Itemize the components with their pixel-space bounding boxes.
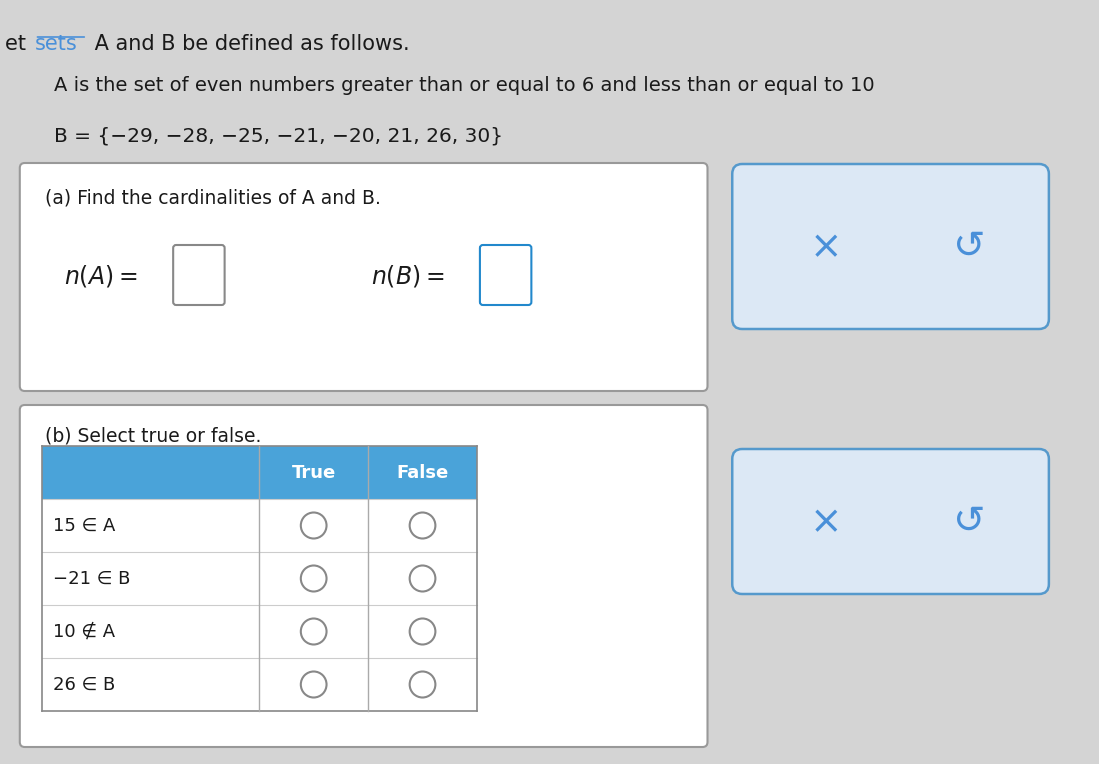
FancyBboxPatch shape <box>42 499 477 552</box>
FancyBboxPatch shape <box>732 164 1048 329</box>
Text: ↺: ↺ <box>954 228 986 266</box>
Text: 10 ∉ A: 10 ∉ A <box>54 623 115 640</box>
Text: 15 ∈ A: 15 ∈ A <box>54 516 115 535</box>
Text: ×: × <box>810 228 843 266</box>
FancyBboxPatch shape <box>20 405 708 747</box>
Text: A and B be defined as follows.: A and B be defined as follows. <box>88 34 410 54</box>
FancyBboxPatch shape <box>732 449 1048 594</box>
FancyBboxPatch shape <box>20 163 708 391</box>
FancyBboxPatch shape <box>42 605 477 658</box>
Text: sets: sets <box>35 34 77 54</box>
Text: False: False <box>397 464 448 481</box>
Text: A is the set of even numbers greater than or equal to 6 and less than or equal t: A is the set of even numbers greater tha… <box>55 76 875 95</box>
FancyBboxPatch shape <box>42 446 477 499</box>
Text: −21 ∈ B: −21 ∈ B <box>54 569 131 588</box>
Text: $n(B) =$: $n(B) =$ <box>371 263 444 289</box>
Text: ↺: ↺ <box>954 503 986 541</box>
Text: True: True <box>291 464 336 481</box>
Text: $n(A) =$: $n(A) =$ <box>65 263 137 289</box>
Text: (a) Find the cardinalities of A and B.: (a) Find the cardinalities of A and B. <box>45 188 380 207</box>
Text: et: et <box>5 34 33 54</box>
Text: B = {−29, −28, −25, −21, −20, 21, 26, 30}: B = {−29, −28, −25, −21, −20, 21, 26, 30… <box>55 126 503 145</box>
FancyBboxPatch shape <box>174 245 224 305</box>
FancyBboxPatch shape <box>42 552 477 605</box>
Text: (b) Select true or false.: (b) Select true or false. <box>45 426 260 445</box>
Text: ×: × <box>810 503 843 541</box>
FancyBboxPatch shape <box>480 245 532 305</box>
FancyBboxPatch shape <box>42 658 477 711</box>
Text: 26 ∈ B: 26 ∈ B <box>54 675 115 694</box>
